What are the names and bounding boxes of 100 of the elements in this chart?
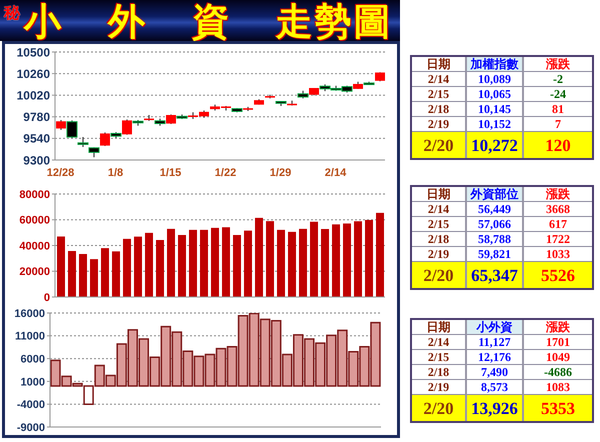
text: 617 — [549, 217, 567, 231]
bar — [321, 229, 329, 297]
bar — [156, 240, 164, 297]
text: 1701 — [546, 335, 570, 349]
text: 10,065 — [478, 87, 511, 101]
text: 2/15 — [428, 217, 450, 231]
bar — [222, 227, 230, 297]
bar — [101, 248, 109, 297]
bar — [189, 230, 197, 297]
text: 2/18 — [428, 232, 450, 246]
y-tick-label: 10020 — [16, 88, 50, 102]
text: 13,926 — [471, 398, 518, 418]
x-tick-label: 1/22 — [214, 166, 236, 179]
text: 5526 — [541, 266, 575, 284]
x-tick-label: 1/15 — [160, 166, 182, 179]
text: 59,821 — [478, 247, 511, 261]
text: 漲跌 — [546, 320, 570, 334]
bar — [277, 230, 285, 297]
text: 2/18 — [428, 102, 450, 116]
text: 8,573 — [481, 380, 508, 394]
text: 3668 — [546, 202, 570, 216]
bar — [145, 232, 153, 297]
candlestick — [78, 136, 88, 148]
x-tick-label: 1/29 — [270, 166, 292, 179]
candlestick — [100, 132, 110, 147]
bar — [266, 221, 274, 297]
bar — [211, 228, 219, 297]
bar — [343, 223, 351, 297]
bar — [233, 234, 241, 297]
y-tick-label: 80000 — [19, 188, 50, 201]
y-tick-label: 40000 — [19, 240, 50, 252]
text: 7,490 — [481, 365, 508, 379]
bar — [167, 228, 175, 297]
candlestick — [56, 119, 66, 130]
text: 2/15 — [428, 87, 450, 101]
bar — [310, 222, 318, 297]
text: 日期 — [426, 57, 450, 71]
text: 2/14 — [428, 202, 450, 216]
text: 81 — [552, 102, 564, 116]
bar — [112, 251, 120, 297]
y-tick-label: 60000 — [19, 214, 50, 227]
text: 2/15 — [428, 350, 450, 364]
bar — [244, 230, 252, 297]
y-tick-label: 6000 — [20, 354, 45, 366]
bar — [299, 228, 307, 297]
bar — [255, 218, 263, 297]
text: 2/14 — [428, 335, 450, 349]
bar — [332, 224, 340, 297]
text: 漲跌 — [546, 187, 570, 201]
y-tick-label: 9300 — [23, 153, 50, 168]
text: 56,449 — [478, 202, 511, 216]
bar — [90, 259, 98, 297]
text: 5353 — [541, 398, 575, 418]
text: 12,176 — [478, 350, 511, 364]
text: 外資部位 — [470, 187, 518, 201]
x-tick-label: 12/28 — [46, 166, 74, 179]
text: 小外資 — [476, 320, 512, 334]
text: 11,127 — [478, 335, 511, 349]
text: 10,152 — [478, 117, 511, 131]
text: 2/18 — [428, 365, 450, 379]
text: 秘 — [4, 3, 20, 22]
text: 2/20 — [423, 136, 454, 154]
bar — [178, 234, 186, 297]
bar — [57, 236, 65, 297]
text: 加權指數 — [470, 57, 518, 71]
candlestick — [66, 120, 78, 138]
text: 2/19 — [428, 247, 450, 261]
text: 2/14 — [428, 72, 450, 86]
y-tick-label: 9540 — [23, 132, 50, 146]
y-tick-label: 1000 — [20, 376, 45, 388]
candlestick — [122, 119, 132, 136]
x-tick-label: 2/14 — [324, 166, 348, 179]
text: 2/19 — [428, 380, 450, 394]
text: 2/20 — [423, 398, 454, 418]
y-tick-label: 11000 — [15, 330, 45, 343]
bar — [68, 251, 76, 297]
y-tick-label: -4000 — [16, 399, 45, 412]
text: 1033 — [546, 247, 570, 261]
y-tick-label: 10500 — [16, 45, 50, 60]
bar — [354, 221, 362, 297]
text: 10,145 — [478, 102, 511, 116]
bar — [200, 230, 208, 297]
bar — [376, 212, 384, 297]
text: 2/20 — [423, 266, 454, 284]
text: 120 — [545, 136, 571, 154]
text: 57,066 — [478, 217, 511, 231]
y-tick-label: 16000 — [14, 308, 45, 320]
bar — [288, 232, 296, 297]
candlestick — [166, 114, 176, 124]
text: 漲跌 — [546, 57, 570, 71]
bar — [79, 254, 87, 297]
bar — [365, 220, 373, 297]
bar — [123, 238, 131, 297]
text: 1083 — [546, 380, 570, 394]
y-tick-label: 0 — [44, 292, 50, 304]
text: 58,788 — [478, 232, 511, 246]
text: 1049 — [546, 350, 570, 364]
text: 65,347 — [471, 266, 518, 284]
y-tick-label: 9780 — [23, 110, 50, 124]
text: 2/19 — [428, 117, 450, 131]
